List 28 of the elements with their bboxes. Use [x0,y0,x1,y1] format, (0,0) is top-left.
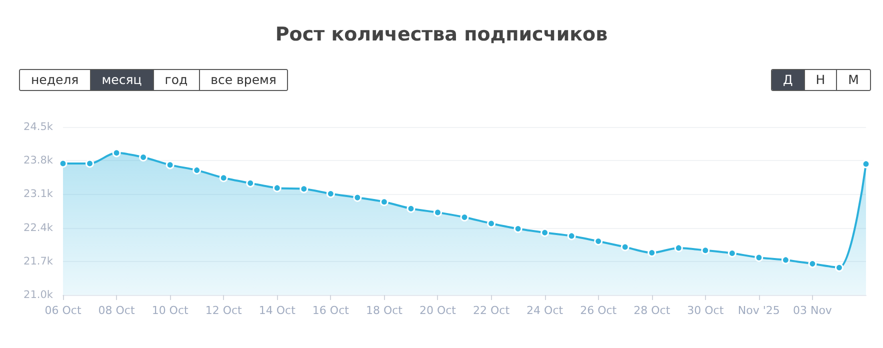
point [353,193,362,202]
x-tick-label: 18 Oct [366,304,404,317]
point [166,160,174,170]
y-tick-label: 23.8k [24,154,54,167]
point [540,228,550,237]
x-tick-label: 28 Oct [634,304,671,317]
point [86,159,94,168]
x-tick-label: 03 Nov [792,304,832,317]
x-tick-label: 12 Oct [205,304,243,317]
step-switch: Д Н М [771,69,871,91]
y-tick-label: 24.5k [24,121,54,133]
period-switch: неделя месяц год все время [19,69,288,91]
y-tick-label: 21.7k [24,255,54,268]
x-tick-label: 10 Oct [152,304,190,317]
y-tick-label: 22.4k [24,222,54,234]
x-tick-label: 22 Oct [473,304,510,317]
x-tick-label: 08 Oct [98,304,136,317]
chart-title: Рост количества подписчиков [275,24,608,46]
x-tick-label: 30 Oct [687,304,724,317]
x-tick-label: 24 Oct [526,304,564,317]
x-tick-label: 26 Oct [580,304,618,317]
y-tick-label: 21.0k [24,289,54,301]
x-tick-label: 14 Oct [258,304,296,317]
x-tick-label: 06 Oct [44,304,82,317]
x-tick-label: 16 Oct [312,304,350,317]
x-tick-label: Nov '25 [738,304,780,317]
y-tick-label: 23.1k [24,188,54,200]
x-tick-label: 20 Oct [419,304,457,317]
